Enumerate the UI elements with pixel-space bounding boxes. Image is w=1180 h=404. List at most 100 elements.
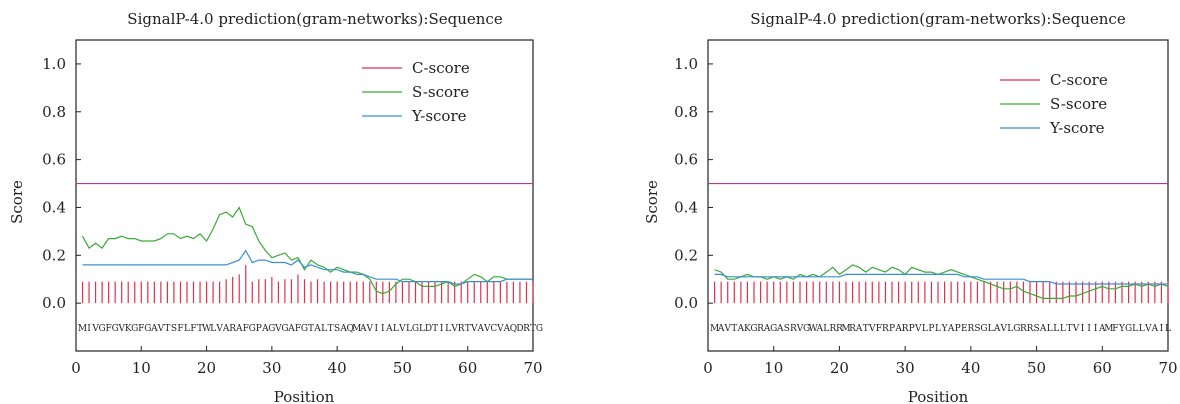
sequence-letter: A <box>776 324 784 334</box>
sequence-letter: L <box>184 324 190 334</box>
signalp-chart-right: SignalP-4.0 prediction(gram-networks):Se… <box>643 10 1178 404</box>
sequence-letter: L <box>1007 324 1013 334</box>
x-axis-label: Position <box>908 388 969 404</box>
sequence-letter: V <box>91 324 99 334</box>
sequence-letter: M <box>841 324 850 334</box>
sequence-letter: S <box>334 324 340 334</box>
sequence-letter: S <box>974 324 980 334</box>
sequence-letter: R <box>967 324 974 334</box>
legend-label: C-score <box>412 59 470 77</box>
sequence-letter: V <box>215 324 223 334</box>
sequence-letter: V <box>366 324 374 334</box>
sequence-letter: L <box>1139 324 1145 334</box>
sequence-letter: L <box>393 324 399 334</box>
x-tick-label: 10 <box>132 359 151 377</box>
y-tick-label: 0.2 <box>674 246 698 264</box>
sequence-letter: A <box>313 324 321 334</box>
sequence-letter: R <box>1027 324 1034 334</box>
y-axis-label: Score <box>8 180 26 224</box>
sequence-letter: V <box>1072 324 1080 334</box>
sequence-letter: A <box>717 324 725 334</box>
x-tick-label: 40 <box>328 359 347 377</box>
sequence-letter: R <box>523 324 530 334</box>
sequence-letter: R <box>1020 324 1027 334</box>
sequence-letter: C <box>490 324 497 334</box>
sequence-letter: A <box>477 324 485 334</box>
sequence-letters: M I V G F G V K G F G A V T S F L F TWL V A R A F G P A G V G A F G T A L T S… <box>78 324 543 334</box>
sequence-letter: A <box>1098 324 1106 334</box>
sequence-letter: L <box>445 324 451 334</box>
y-axis-label: Score <box>643 180 661 224</box>
sequence-letter: G <box>249 324 256 334</box>
sequence-letter: F <box>177 324 183 334</box>
y-tick-label: 0.6 <box>42 151 66 169</box>
x-tick-label: 60 <box>458 359 477 377</box>
sequence-letter: F <box>1112 324 1118 334</box>
sequence-letter: V <box>117 324 125 334</box>
sequence-letter: G <box>536 324 543 334</box>
sequence-letter: T <box>308 324 314 334</box>
sequence-letter: A <box>385 324 393 334</box>
sequence-letter: R <box>882 324 889 334</box>
sequence-letter: M <box>352 324 361 334</box>
sequence-letter: A <box>855 324 863 334</box>
sequence-letter: A <box>150 324 158 334</box>
sequence-letter: F <box>243 324 249 334</box>
sequence-letter: L <box>419 324 425 334</box>
sequence-letter: V <box>868 324 876 334</box>
chart-panel-right: SignalP-4.0 prediction(gram-networks):Se… <box>590 0 1180 404</box>
sequence-letter: W <box>202 324 212 334</box>
sequence-letter: R <box>849 324 856 334</box>
x-tick-label: 30 <box>896 359 915 377</box>
chart-panel-left: SignalP-4.0 prediction(gram-networks):Se… <box>8 10 543 404</box>
sequence-letter: R <box>836 324 843 334</box>
sequence-letter: L <box>823 324 829 334</box>
legend-label: S-score <box>1050 95 1107 113</box>
sequence-letter: G <box>112 324 119 334</box>
sequence-letter: G <box>268 324 275 334</box>
sequence-letter: M <box>78 324 87 334</box>
sequence-letter: V <box>274 324 282 334</box>
sequence-letter: V <box>398 324 406 334</box>
sequence-letter: P <box>256 324 262 334</box>
sequence-letter: G <box>99 324 106 334</box>
sequence-letter: V <box>914 324 922 334</box>
sequence-letter: F <box>876 324 882 334</box>
sequence-letter: G <box>412 324 419 334</box>
sequence-letter: G <box>131 324 138 334</box>
sequence-letter: A <box>359 324 367 334</box>
x-tick-label: 20 <box>197 359 216 377</box>
sequence-letter: V <box>999 324 1007 334</box>
sequence-letter: Y <box>941 324 949 334</box>
sequence-letter: V <box>470 324 478 334</box>
sequence-letter: G <box>144 324 151 334</box>
y-tick-label: 0.0 <box>674 294 698 312</box>
x-tick-label: 50 <box>393 359 412 377</box>
y-tick-label: 1.0 <box>42 55 66 73</box>
chart-title: SignalP-4.0 prediction(gram-networks):Se… <box>127 10 503 28</box>
chart-title: SignalP-4.0 prediction(gram-networks):Se… <box>750 10 1126 28</box>
sequence-letter: P <box>928 324 934 334</box>
sequence-letter: K <box>125 324 132 334</box>
sequence-letter: G <box>750 324 757 334</box>
y-score-line <box>714 273 1168 285</box>
sequence-letter: S <box>1033 324 1039 334</box>
sequence-letter: W <box>809 324 819 334</box>
sequence-letter: Q <box>510 324 517 334</box>
sequence-letters: MA V T A K G R A G A S R V GWA L R RMR A T V F R P A R P V L P L Y A P E R… <box>710 324 1171 334</box>
sequence-letter: V <box>450 324 458 334</box>
sequence-letter: I <box>1081 324 1085 334</box>
sequence-letter: A <box>1151 324 1159 334</box>
sequence-letter: P <box>889 324 895 334</box>
sequence-letter: L <box>1053 324 1059 334</box>
sequence-letter: G <box>281 324 288 334</box>
sequence-letter: R <box>757 324 764 334</box>
sequence-letter: Q <box>347 324 354 334</box>
sequence-letter: T <box>197 324 203 334</box>
s-score-line <box>714 264 1169 299</box>
x-axis-label: Position <box>274 388 335 404</box>
x-tick-label: 70 <box>523 359 542 377</box>
sequence-letter: I <box>1094 324 1098 334</box>
y-tick-label: 0.8 <box>674 103 698 121</box>
sequence-letter: A <box>947 324 955 334</box>
